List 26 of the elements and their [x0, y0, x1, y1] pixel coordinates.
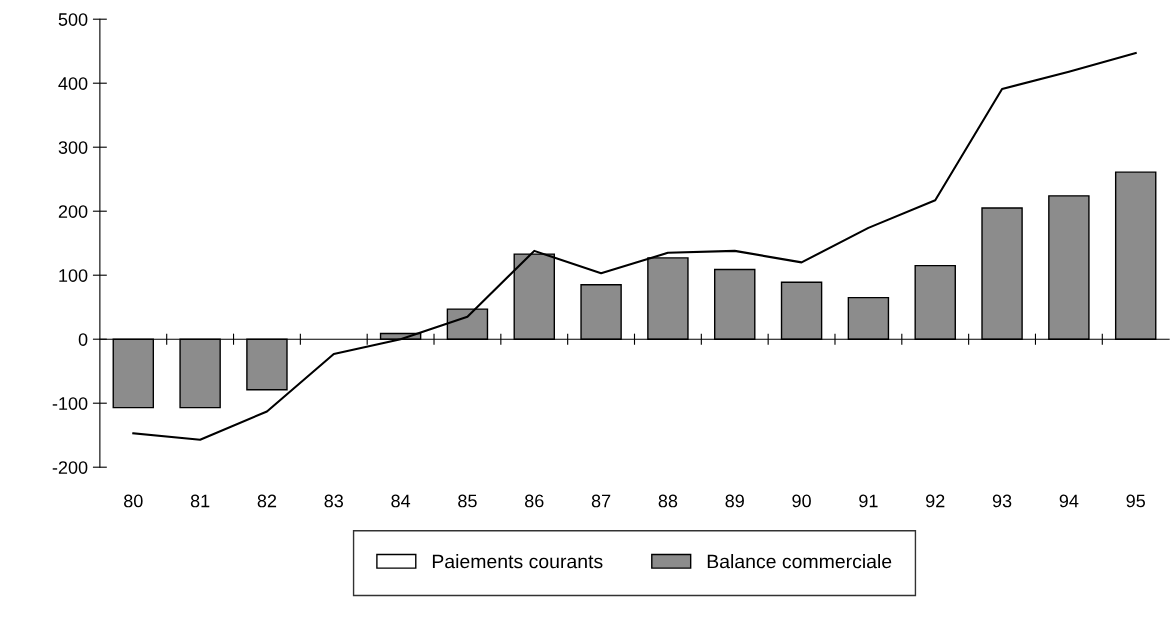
y-tick-label: 300 [58, 141, 88, 154]
y-tick-label: -100 [52, 397, 88, 410]
y-tick-label: -200 [52, 461, 88, 474]
x-tick-label: 85 [458, 494, 477, 508]
x-tick-label: 81 [190, 494, 210, 508]
y-tick-label: 400 [58, 77, 88, 90]
x-tick-label: 90 [792, 494, 811, 508]
y-tick-label: 100 [59, 269, 88, 282]
x-tick-label: 83 [324, 494, 344, 508]
x-tick-label: 80 [124, 494, 143, 508]
x-tick-label: 89 [725, 494, 744, 508]
x-tick-label: 95 [1126, 494, 1145, 508]
x-tick-label: 87 [591, 494, 611, 508]
legend-label: Balance commerciale [707, 554, 892, 569]
x-tick-label: 92 [926, 494, 945, 508]
legend-label: Paiements courants [432, 554, 603, 569]
x-tick-label: 84 [391, 494, 411, 508]
y-tick-label: 500 [58, 13, 88, 26]
x-tick-label: 91 [859, 494, 878, 508]
x-tick-label: 88 [658, 494, 678, 508]
x-tick-label: 93 [992, 494, 1012, 508]
x-tick-label: 94 [1059, 494, 1079, 508]
x-tick-label: 82 [257, 494, 277, 508]
y-tick-label: 0 [78, 333, 88, 346]
x-tick-label: 86 [525, 494, 544, 508]
y-tick-label: 200 [58, 205, 88, 218]
